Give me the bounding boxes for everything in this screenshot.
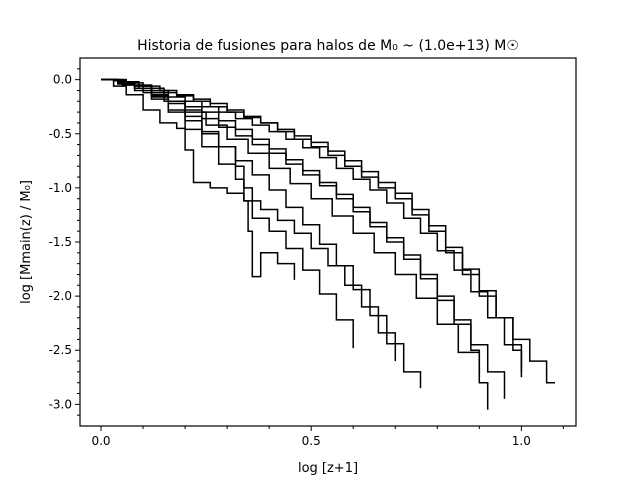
tick-layer: 0.0 0.5 1.0 0.0 -0.5 -1.0 -1.5 -2.0 -2.5 -3.0 xyxy=(49,68,564,448)
series-line-2 xyxy=(101,78,523,378)
y-axis-label: log [Mmain(z) / M₀] xyxy=(19,180,34,304)
series-line-3 xyxy=(101,78,523,372)
x-axis-label: log [z+1] xyxy=(298,461,358,476)
x-tick-label-2: 0.5 xyxy=(302,434,321,448)
chart-title: Historia de fusiones para halos de M₀ ~ … xyxy=(137,38,519,54)
series-line-5 xyxy=(101,78,481,378)
y-tick-label-6: -2.5 xyxy=(49,343,72,357)
series-line-6 xyxy=(101,78,489,410)
series-line-4 xyxy=(101,78,506,399)
y-tick-label-1: 0.0 xyxy=(53,73,72,87)
y-tick-label-7: -3.0 xyxy=(49,397,72,411)
y-tick-label-4: -1.5 xyxy=(49,235,72,249)
y-tick-label-3: -1.0 xyxy=(49,181,72,195)
y-tick-label-5: -2.0 xyxy=(49,289,72,303)
series-line-1 xyxy=(101,78,555,384)
series-line-10 xyxy=(101,78,296,280)
plot-frame xyxy=(79,57,577,427)
x-tick-label-3: 1.0 xyxy=(512,434,531,448)
y-tick-label-2: -0.5 xyxy=(49,127,72,141)
series-layer xyxy=(101,78,555,410)
series-line-9 xyxy=(101,78,354,349)
x-tick-label-1: 0.0 xyxy=(91,434,110,448)
